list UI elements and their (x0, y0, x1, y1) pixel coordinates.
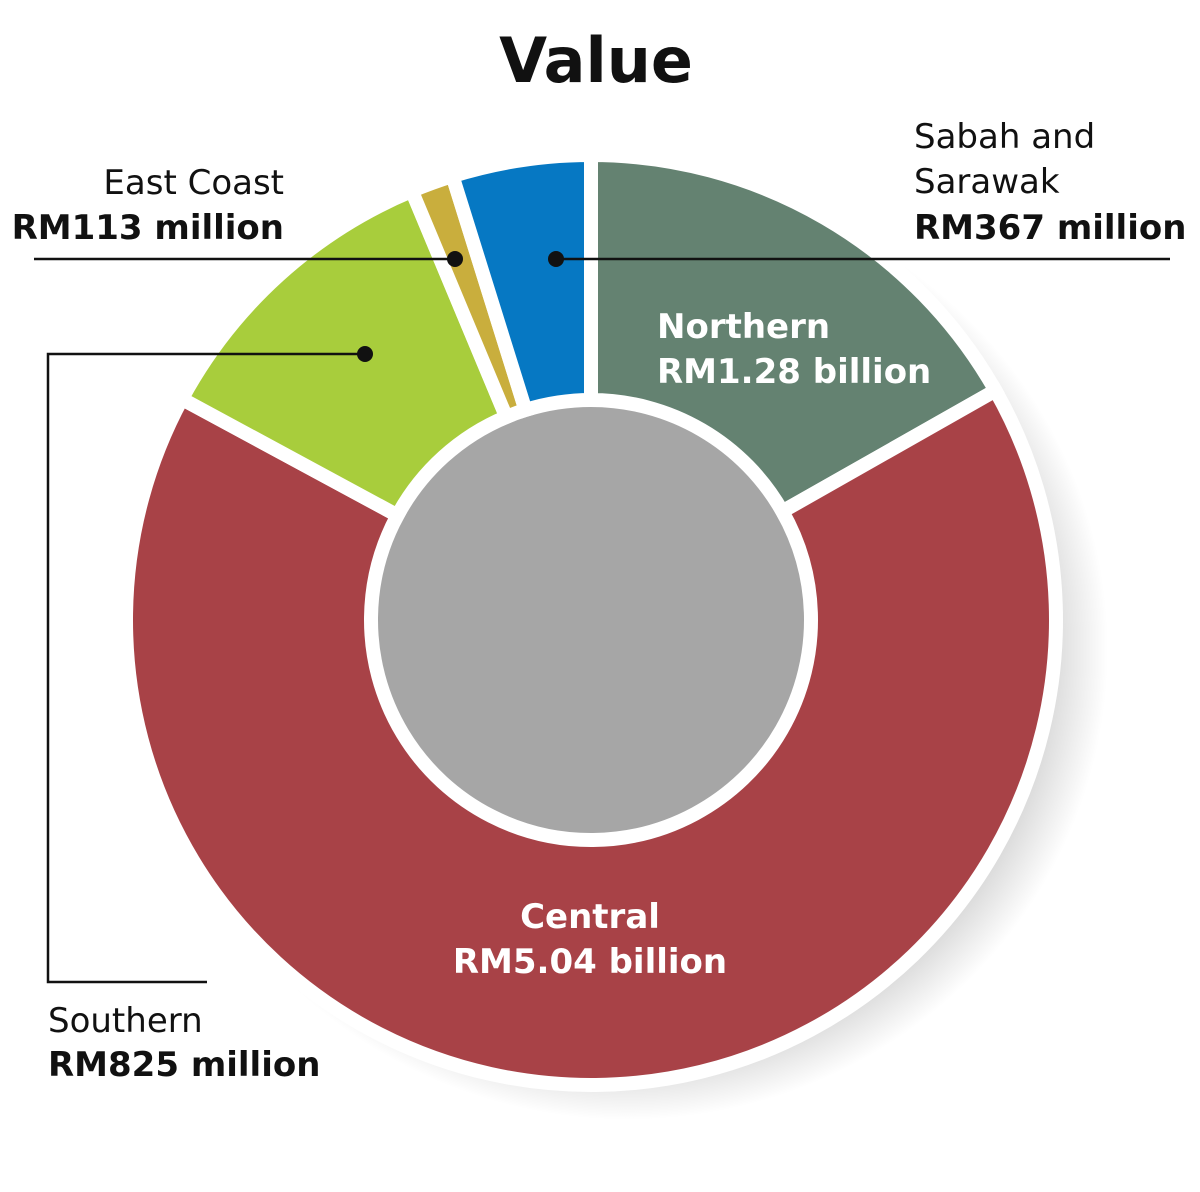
label-southern-name: Southern (48, 1001, 203, 1041)
label-southern-value: RM825 million (48, 1045, 320, 1085)
label-sabah-sarawak-name-line1: Sabah and (914, 117, 1095, 157)
label-sabah-sarawak-value: RM367 million (914, 208, 1186, 248)
label-northern-value: RM1.28 billion (657, 352, 931, 392)
label-central-name: Central (520, 897, 660, 937)
slice-sabah-and-sarawak (443, 147, 598, 419)
label-east-coast-name: East Coast (103, 163, 284, 203)
donut-slices (119, 147, 1063, 1092)
label-central-value: RM5.04 billion (453, 942, 727, 982)
slice-northern (584, 147, 1005, 521)
label-east-coast-value: RM113 million (12, 208, 284, 248)
leader-dot-sabah-sarawak (548, 251, 564, 267)
leader-southern (46, 352, 365, 984)
chart-title: Value (499, 24, 693, 97)
slice-central (119, 380, 1063, 1092)
leader-dot-southern (357, 346, 373, 362)
label-sabah-sarawak-name-line2: Sarawak (914, 162, 1060, 202)
label-northern-name: Northern (657, 307, 830, 347)
leader-dot-east-coast (447, 251, 463, 267)
